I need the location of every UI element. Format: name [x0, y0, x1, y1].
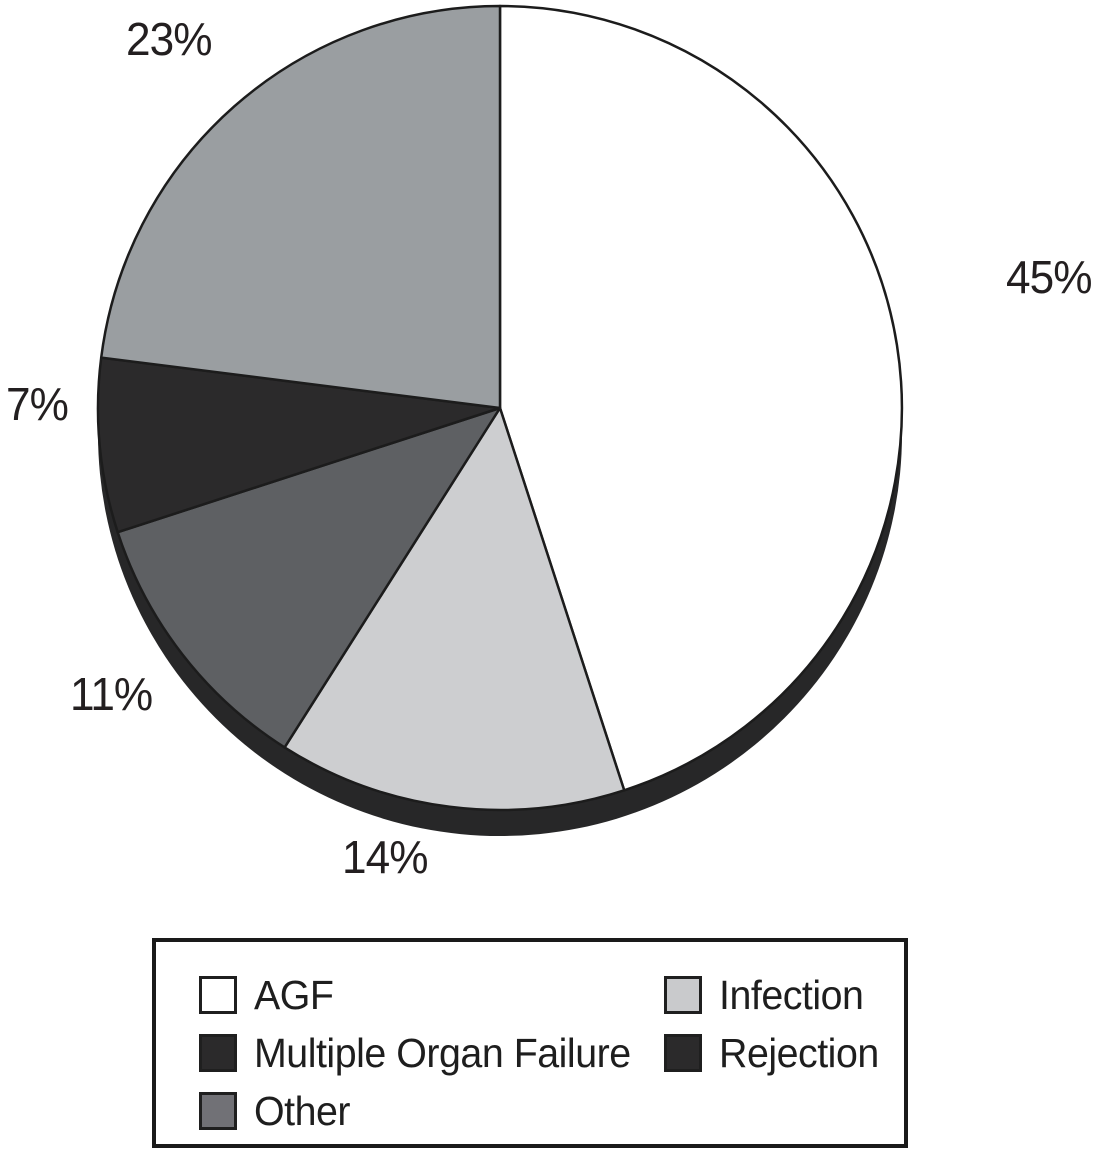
legend-label-multiple-organ-failure: Multiple Organ Failure — [254, 1029, 631, 1076]
pie-slice-multiple-organ-failure — [116, 406, 502, 749]
pie-slice-rejection — [96, 356, 502, 534]
slice-label-other: 23% — [126, 13, 212, 65]
legend-item-other: Other — [199, 1082, 664, 1140]
legend-item-multiple-organ-failure: Multiple Organ Failure — [199, 1024, 664, 1082]
slice-label-infection: 14% — [342, 831, 428, 883]
pie-slice-agf — [498, 4, 904, 792]
legend-item-infection: Infection — [664, 966, 904, 1024]
legend-swatch-infection — [664, 976, 702, 1014]
pie-slice-other — [99, 4, 502, 410]
legend-swatch-rejection — [664, 1034, 702, 1072]
legend-label-rejection: Rejection — [719, 1029, 879, 1076]
legend-item-agf: AGF — [199, 966, 664, 1024]
slice-label-rejection: 7% — [6, 378, 69, 430]
legend-swatch-agf — [199, 976, 237, 1014]
legend: AGF Infection Multiple Organ Failure Rej… — [152, 938, 908, 1148]
legend-label-agf: AGF — [254, 971, 334, 1018]
pie-slice-infection — [283, 406, 626, 812]
legend-label-infection: Infection — [719, 971, 864, 1018]
legend-swatch-other — [199, 1092, 237, 1130]
legend-label-other: Other — [254, 1087, 351, 1134]
legend-swatch-multiple-organ-failure — [199, 1034, 237, 1072]
slice-label-multiple-organ-failure: 11% — [70, 668, 153, 720]
slice-label-agf: 45% — [1006, 251, 1092, 303]
legend-item-rejection: Rejection — [664, 1024, 904, 1082]
